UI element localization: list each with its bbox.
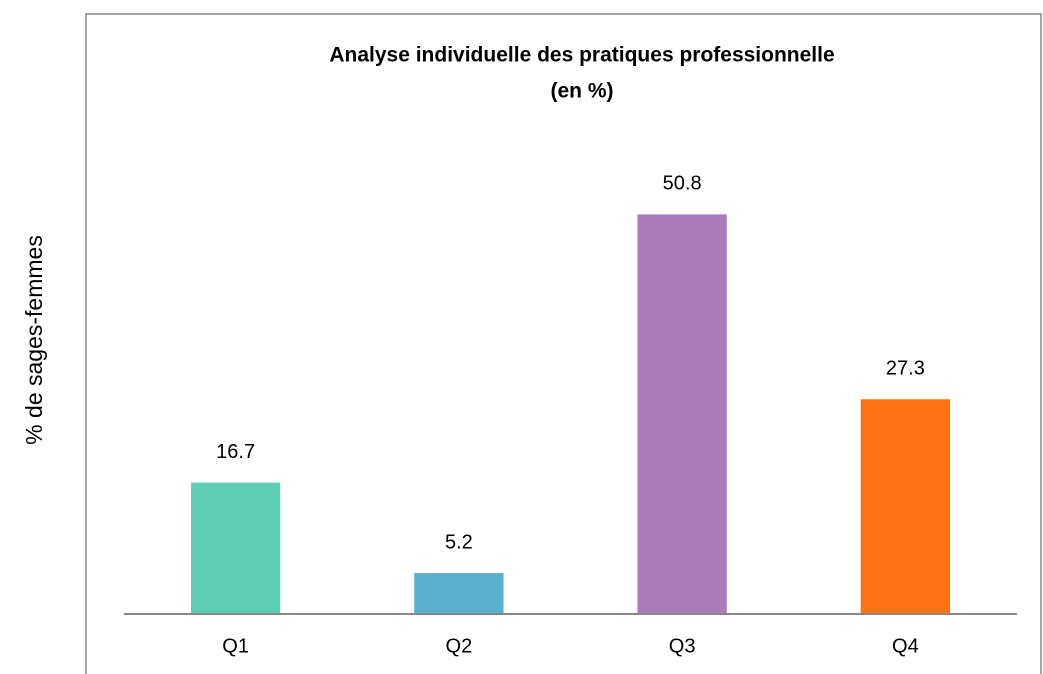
x-tick-label: Q3 [669, 635, 696, 657]
chart-title: Analyse individuelle des pratiques profe… [329, 44, 834, 67]
value-label: 16.7 [216, 441, 255, 463]
value-label: 5.2 [445, 531, 473, 553]
bar [637, 214, 727, 614]
bar [190, 482, 281, 614]
bar [860, 399, 951, 614]
y-axis-label: % de sages-femmes [21, 235, 47, 445]
x-tick-label: Q4 [892, 635, 919, 657]
x-tick-label: Q1 [222, 635, 249, 657]
bar [414, 573, 504, 614]
chart-title: (en %) [551, 80, 614, 103]
chart-frame [85, 13, 1042, 674]
value-label: 50.8 [663, 173, 702, 195]
value-label: 27.3 [886, 358, 925, 380]
x-tick-label: Q2 [446, 635, 473, 657]
